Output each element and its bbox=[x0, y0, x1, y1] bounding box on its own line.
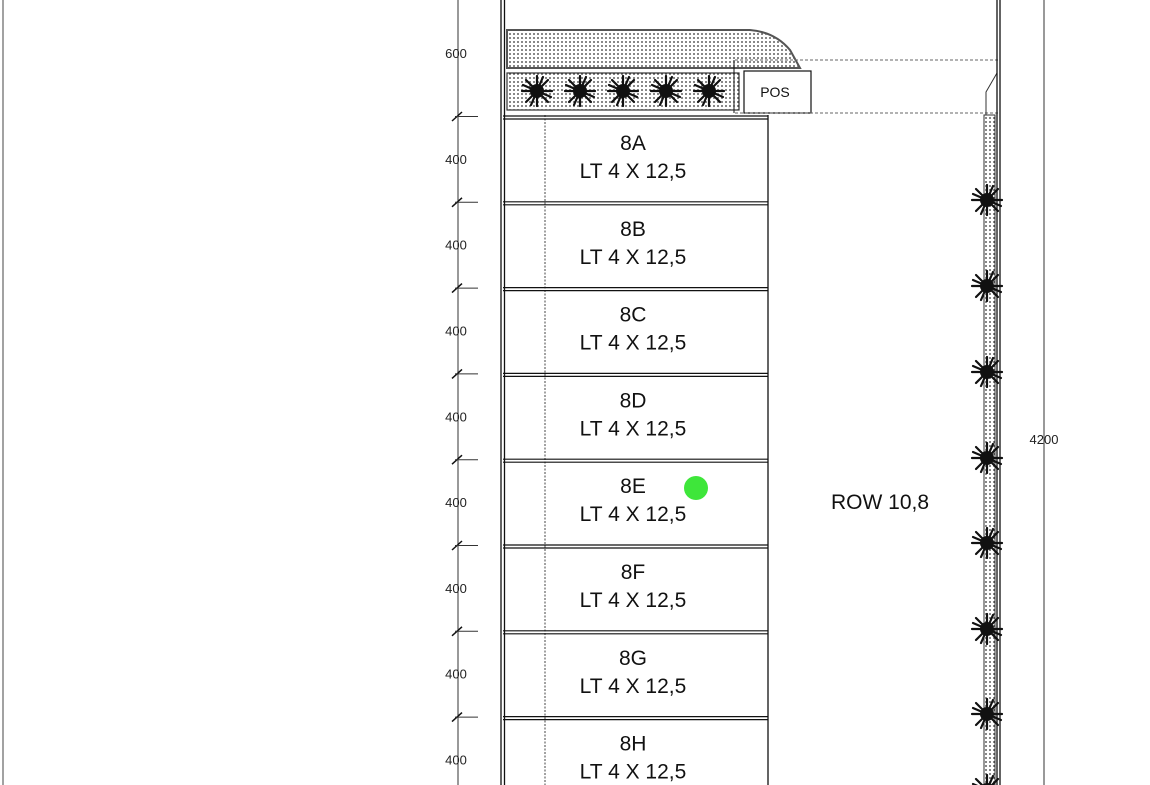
location-marker[interactable] bbox=[684, 476, 708, 500]
shrub-icon bbox=[563, 74, 597, 108]
lot-name: 8H bbox=[620, 733, 647, 756]
dimension-lot: 400 bbox=[445, 238, 467, 253]
lot-size: LT 4 X 12,5 bbox=[580, 246, 687, 269]
dimension-lot: 400 bbox=[445, 495, 467, 510]
shrub-icon bbox=[970, 355, 1004, 389]
shrub-icon bbox=[970, 612, 1004, 646]
lot-8h[interactable]: 8H LT 4 X 12,5 bbox=[503, 715, 768, 784]
road-label: ROW 10,8 bbox=[831, 491, 929, 514]
shrub-icon bbox=[970, 441, 1004, 475]
dimension-lot: 400 bbox=[445, 667, 467, 682]
guard-post-label: POS bbox=[760, 84, 790, 100]
lot-8c[interactable]: 8C LT 4 X 12,5 bbox=[503, 287, 768, 355]
lot-size: LT 4 X 12,5 bbox=[580, 417, 687, 440]
dimension-lot: 400 bbox=[445, 152, 467, 167]
shrub-icon bbox=[970, 183, 1004, 217]
dimension-total: 4200 bbox=[1030, 432, 1059, 447]
dimension-line bbox=[451, 0, 478, 785]
lot-name: 8E bbox=[620, 475, 646, 498]
lot-8g[interactable]: 8G LT 4 X 12,5 bbox=[503, 630, 768, 698]
dimension-top: 600 bbox=[445, 46, 467, 61]
lot-8e[interactable]: 8E LT 4 X 12,5 bbox=[503, 458, 768, 526]
lot-size: LT 4 X 12,5 bbox=[580, 160, 687, 183]
shrub-icon bbox=[970, 526, 1004, 560]
lot-8f[interactable]: 8F LT 4 X 12,5 bbox=[503, 544, 768, 612]
lot-name: 8G bbox=[619, 647, 647, 670]
lot-size: LT 4 X 12,5 bbox=[580, 332, 687, 355]
lot-name: 8F bbox=[621, 561, 646, 584]
lot-8d[interactable]: 8D LT 4 X 12,5 bbox=[503, 372, 768, 440]
lot-name: 8A bbox=[620, 132, 646, 155]
dimension-lot: 400 bbox=[445, 581, 467, 596]
shrub-icon bbox=[520, 74, 554, 108]
shrub-icon bbox=[692, 74, 726, 108]
shrub-icon bbox=[649, 74, 683, 108]
planter-strip bbox=[506, 29, 802, 69]
lot-size: LT 4 X 12,5 bbox=[580, 503, 687, 526]
lot-size: LT 4 X 12,5 bbox=[580, 589, 687, 612]
lot-name: 8C bbox=[620, 304, 647, 327]
lot-size: LT 4 X 12,5 bbox=[580, 675, 687, 698]
shrub-icon bbox=[970, 269, 1004, 303]
shrub-icon bbox=[970, 697, 1004, 731]
shrub-icon bbox=[606, 74, 640, 108]
lot-8a[interactable]: 8A LT 4 X 12,5 bbox=[503, 115, 768, 183]
dimension-lot: 400 bbox=[445, 409, 467, 424]
lot-size: LT 4 X 12,5 bbox=[580, 761, 687, 784]
lot-name: 8B bbox=[620, 218, 646, 241]
lot-name: 8D bbox=[620, 389, 647, 412]
dimension-lot: 400 bbox=[445, 324, 467, 339]
guard-post bbox=[743, 70, 812, 114]
lot-8b[interactable]: 8B LT 4 X 12,5 bbox=[503, 201, 768, 269]
dimension-lot: 400 bbox=[445, 753, 467, 768]
